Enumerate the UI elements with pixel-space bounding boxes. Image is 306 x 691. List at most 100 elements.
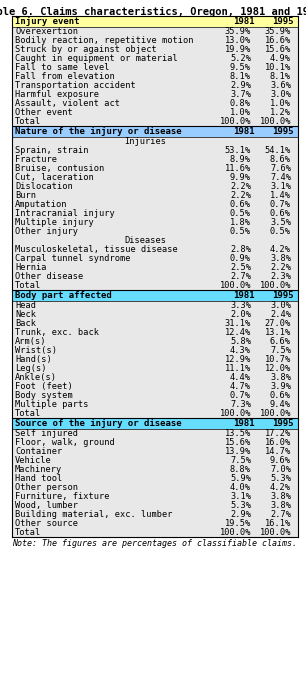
Text: 13.1%: 13.1% [265,328,291,337]
Text: 12.0%: 12.0% [265,364,291,373]
Bar [12,447,298,456]
Bar [12,364,298,373]
Text: 3.6%: 3.6% [270,81,291,91]
Text: Ankle(s): Ankle(s) [15,373,57,382]
Text: 4.9%: 4.9% [270,54,291,63]
Text: 7.3%: 7.3% [230,400,251,409]
Bar [12,36,298,45]
Text: 0.7%: 0.7% [230,391,251,400]
Text: Multiple injury: Multiple injury [15,218,94,227]
Bar [12,63,298,72]
Text: 100.0%: 100.0% [259,409,291,418]
Text: 3.3%: 3.3% [230,301,251,310]
Bar [12,510,298,519]
Text: 3.0%: 3.0% [270,301,291,310]
Text: 0.7%: 0.7% [270,200,291,209]
Text: Burn: Burn [15,191,36,200]
Bar [12,429,298,438]
Text: 1.8%: 1.8% [230,218,251,227]
Text: 7.4%: 7.4% [270,173,291,182]
Text: 1995: 1995 [272,419,294,428]
Text: 3.8%: 3.8% [270,254,291,263]
Bar [12,438,298,447]
Text: 100.0%: 100.0% [219,117,251,126]
Text: 3.7%: 3.7% [230,91,251,100]
Text: 100.0%: 100.0% [259,528,291,537]
Text: Nature of the injury or disease: Nature of the injury or disease [15,127,182,136]
Text: Leg(s): Leg(s) [15,364,47,373]
Text: 3.9%: 3.9% [270,382,291,391]
Text: 0.5%: 0.5% [230,227,251,236]
Text: Container: Container [15,447,62,456]
Text: Harmful exposure: Harmful exposure [15,91,99,100]
Text: Arm(s): Arm(s) [15,337,47,346]
Bar [12,108,298,117]
Bar [12,218,298,227]
Bar [12,456,298,465]
Text: 8.8%: 8.8% [230,465,251,474]
Text: 100.0%: 100.0% [219,528,251,537]
Text: 8.6%: 8.6% [270,155,291,164]
Text: 2.2%: 2.2% [230,182,251,191]
Text: 10.7%: 10.7% [265,355,291,364]
Text: 13.5%: 13.5% [225,429,251,438]
Text: 35.9%: 35.9% [225,27,251,36]
Bar [12,528,298,537]
Bar [12,483,298,492]
Text: 5.9%: 5.9% [230,474,251,483]
Text: Body part affected: Body part affected [15,291,112,300]
Text: Total: Total [15,117,41,126]
Text: Caught in equipment or material: Caught in equipment or material [15,54,178,63]
Bar [12,409,298,418]
Bar [12,355,298,364]
Bar [12,209,298,218]
Bar [12,373,298,382]
Text: 2.7%: 2.7% [230,272,251,281]
Text: 9.6%: 9.6% [270,456,291,465]
Bar [12,310,298,319]
Bar [12,346,298,355]
Text: Table 6. Claims characteristics, Oregon, 1981 and 1995: Table 6. Claims characteristics, Oregon,… [0,7,306,17]
Text: Fall from elevation: Fall from elevation [15,72,115,81]
Text: 0.5%: 0.5% [230,209,251,218]
Text: Wrist(s): Wrist(s) [15,346,57,355]
Bar [12,465,298,474]
Text: 4.2%: 4.2% [270,483,291,492]
Text: Sprain, strain: Sprain, strain [15,146,88,155]
Text: 12.4%: 12.4% [225,328,251,337]
Bar [12,137,298,146]
Text: 2.2%: 2.2% [230,191,251,200]
Text: 12.9%: 12.9% [225,355,251,364]
Text: 0.9%: 0.9% [230,254,251,263]
Text: Self injured: Self injured [15,429,78,438]
Text: 16.1%: 16.1% [265,519,291,528]
Bar [12,155,298,164]
Bar [12,382,298,391]
Text: Floor, walk, ground: Floor, walk, ground [15,438,115,447]
Text: Source of the injury or disease: Source of the injury or disease [15,419,182,428]
Text: 1.4%: 1.4% [270,191,291,200]
Bar [12,27,298,36]
Bar [12,191,298,200]
Text: 4.2%: 4.2% [270,245,291,254]
Text: Trunk, exc. back: Trunk, exc. back [15,328,99,337]
Text: 17.2%: 17.2% [265,429,291,438]
Text: 15.6%: 15.6% [265,45,291,54]
Text: Bodily reaction, repetitive motion: Bodily reaction, repetitive motion [15,36,193,45]
Text: 2.4%: 2.4% [270,310,291,319]
Bar [12,72,298,81]
Text: Cut, laceration: Cut, laceration [15,173,94,182]
Text: 2.0%: 2.0% [230,310,251,319]
Text: 0.6%: 0.6% [230,200,251,209]
Bar [12,281,298,290]
Bar [12,16,298,27]
Text: Vehicle: Vehicle [15,456,52,465]
Text: 0.6%: 0.6% [270,391,291,400]
Text: 9.5%: 9.5% [230,63,251,72]
Text: 11.6%: 11.6% [225,164,251,173]
Text: 0.8%: 0.8% [230,100,251,108]
Text: Amputation: Amputation [15,200,68,209]
Text: 100.0%: 100.0% [219,281,251,290]
Bar [12,245,298,254]
Bar [12,337,298,346]
